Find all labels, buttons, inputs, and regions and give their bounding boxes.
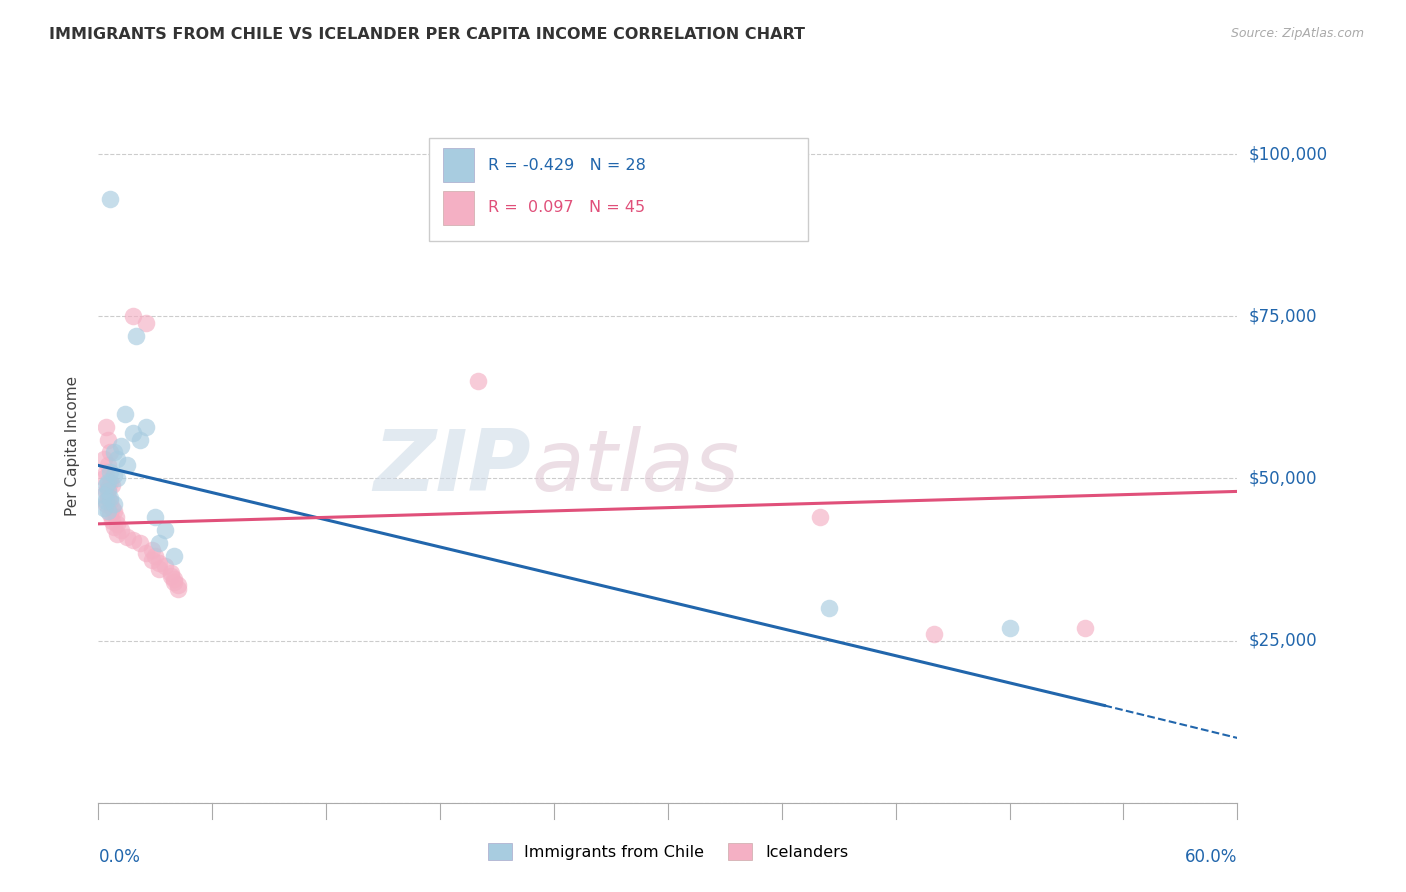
Point <box>148 562 170 576</box>
Point <box>121 310 143 324</box>
Point <box>998 621 1021 635</box>
Point <box>129 433 152 447</box>
Point <box>98 445 121 459</box>
Point <box>98 475 121 489</box>
Point <box>110 524 132 538</box>
Point <box>167 578 190 592</box>
Point <box>103 468 125 483</box>
Point <box>94 497 117 511</box>
Text: R =  0.097   N = 45: R = 0.097 N = 45 <box>488 201 645 215</box>
Point <box>103 497 125 511</box>
Point <box>94 484 117 499</box>
Text: atlas: atlas <box>531 425 740 509</box>
Point <box>121 533 143 547</box>
Point <box>114 407 136 421</box>
Point <box>110 439 132 453</box>
Y-axis label: Per Capita Income: Per Capita Income <box>65 376 80 516</box>
Text: 60.0%: 60.0% <box>1185 848 1237 866</box>
Point <box>104 510 127 524</box>
Point <box>94 465 117 479</box>
Point <box>98 193 121 207</box>
Point <box>129 536 152 550</box>
Point <box>107 471 129 485</box>
Point <box>121 425 143 440</box>
Point <box>107 452 129 467</box>
Point <box>818 601 841 615</box>
Point <box>107 516 129 531</box>
Point <box>135 546 157 560</box>
Point <box>93 500 115 515</box>
Point <box>97 433 120 447</box>
Point <box>103 445 125 459</box>
Point <box>135 419 157 434</box>
Point <box>98 494 121 508</box>
Text: R = -0.429   N = 28: R = -0.429 N = 28 <box>488 158 645 172</box>
Point <box>94 494 117 508</box>
Point <box>97 504 120 518</box>
Point <box>94 478 117 492</box>
Text: $50,000: $50,000 <box>1249 469 1317 487</box>
Point <box>1074 621 1097 635</box>
Point <box>97 481 120 495</box>
Point <box>145 510 167 524</box>
Text: Source: ZipAtlas.com: Source: ZipAtlas.com <box>1230 27 1364 40</box>
Point <box>163 572 186 586</box>
Point <box>97 491 120 505</box>
Point <box>153 559 176 574</box>
Text: $75,000: $75,000 <box>1249 307 1317 326</box>
Point <box>159 568 181 582</box>
Point <box>115 530 138 544</box>
Point <box>125 328 148 343</box>
Point <box>163 575 186 590</box>
Point <box>93 452 115 467</box>
Point <box>163 549 186 564</box>
Point <box>148 556 170 570</box>
Point <box>135 316 157 330</box>
Point <box>103 504 125 518</box>
Point <box>98 465 121 479</box>
Point <box>141 542 163 557</box>
Text: $25,000: $25,000 <box>1249 632 1317 649</box>
Point <box>467 374 489 388</box>
Point <box>98 507 121 521</box>
Point <box>115 458 138 473</box>
Point <box>97 475 120 489</box>
Point <box>98 491 121 505</box>
Text: ZIP: ZIP <box>374 425 531 509</box>
Point <box>107 526 129 541</box>
Point <box>100 514 122 528</box>
Point <box>97 458 120 473</box>
Point <box>93 488 115 502</box>
Point <box>100 500 122 515</box>
Point <box>100 478 122 492</box>
Point <box>808 510 831 524</box>
Legend: Immigrants from Chile, Icelanders: Immigrants from Chile, Icelanders <box>481 837 855 866</box>
Point <box>103 520 125 534</box>
Point <box>153 524 176 538</box>
Text: IMMIGRANTS FROM CHILE VS ICELANDER PER CAPITA INCOME CORRELATION CHART: IMMIGRANTS FROM CHILE VS ICELANDER PER C… <box>49 27 806 42</box>
Point <box>97 484 120 499</box>
Point <box>922 627 945 641</box>
Point <box>159 566 181 580</box>
Point <box>94 419 117 434</box>
Text: 0.0%: 0.0% <box>98 848 141 866</box>
Text: $100,000: $100,000 <box>1249 145 1327 163</box>
Point <box>93 471 115 485</box>
Point <box>167 582 190 596</box>
Point <box>145 549 167 564</box>
Point <box>148 536 170 550</box>
Point <box>141 552 163 566</box>
